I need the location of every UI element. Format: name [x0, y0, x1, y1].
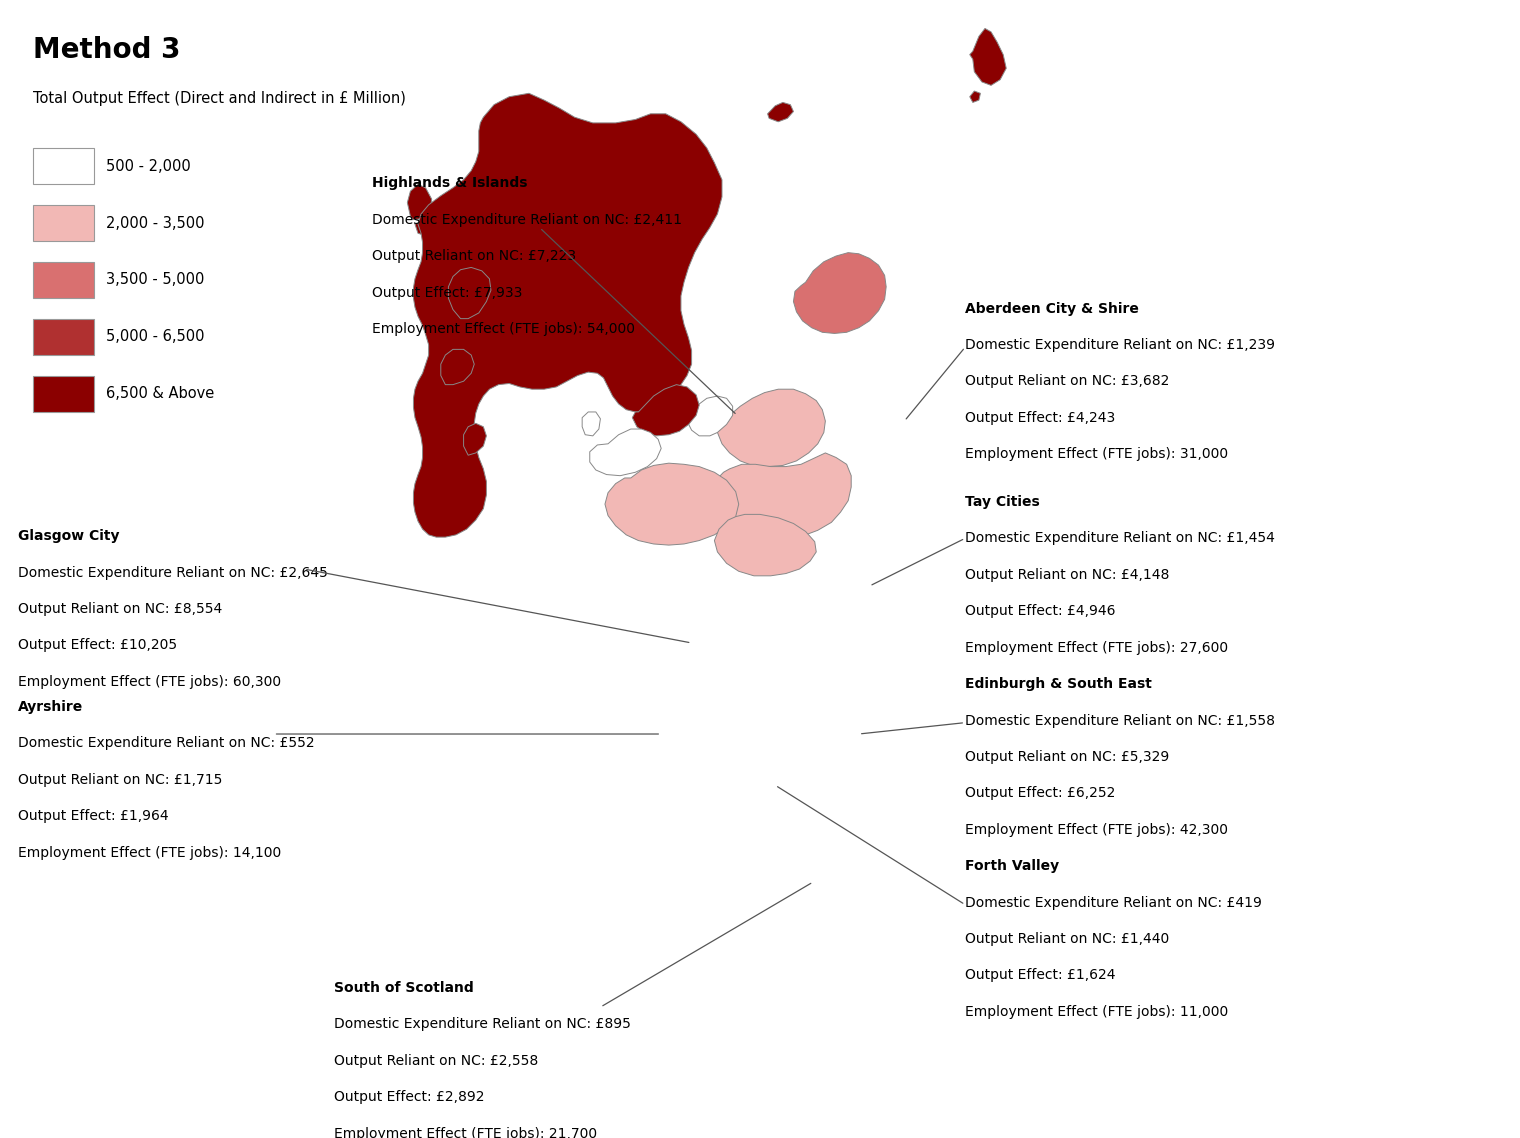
Text: Output Reliant on NC: £8,554: Output Reliant on NC: £8,554 — [18, 602, 222, 616]
Text: 5,000 - 6,500: 5,000 - 6,500 — [106, 329, 205, 345]
Polygon shape — [582, 412, 600, 436]
Text: Employment Effect (FTE jobs): 11,000: Employment Effect (FTE jobs): 11,000 — [965, 1005, 1228, 1019]
Text: Domestic Expenditure Reliant on NC: £2,645: Domestic Expenditure Reliant on NC: £2,6… — [18, 566, 328, 579]
Text: Output Effect: £2,892: Output Effect: £2,892 — [334, 1090, 485, 1104]
Text: Employment Effect (FTE jobs): 14,100: Employment Effect (FTE jobs): 14,100 — [18, 846, 281, 859]
Polygon shape — [970, 91, 980, 102]
Text: Output Reliant on NC: £2,558: Output Reliant on NC: £2,558 — [334, 1054, 538, 1067]
Text: 500 - 2,000: 500 - 2,000 — [106, 158, 192, 174]
Text: Method 3: Method 3 — [33, 36, 181, 65]
Text: Employment Effect (FTE jobs): 21,700: Employment Effect (FTE jobs): 21,700 — [334, 1127, 597, 1138]
Text: Domestic Expenditure Reliant on NC: £2,411: Domestic Expenditure Reliant on NC: £2,4… — [372, 213, 682, 226]
Polygon shape — [970, 28, 1006, 85]
Text: Output Reliant on NC: £3,682: Output Reliant on NC: £3,682 — [965, 374, 1169, 388]
Polygon shape — [448, 267, 491, 319]
Polygon shape — [768, 102, 793, 122]
Text: Domestic Expenditure Reliant on NC: £419: Domestic Expenditure Reliant on NC: £419 — [965, 896, 1262, 909]
FancyBboxPatch shape — [33, 262, 94, 298]
Polygon shape — [605, 463, 739, 545]
Text: Forth Valley: Forth Valley — [965, 859, 1059, 873]
Text: Aberdeen City & Shire: Aberdeen City & Shire — [965, 302, 1138, 315]
Text: Output Effect: £1,964: Output Effect: £1,964 — [18, 809, 169, 823]
FancyBboxPatch shape — [33, 148, 94, 184]
Polygon shape — [717, 389, 825, 467]
Text: 3,500 - 5,000: 3,500 - 5,000 — [106, 272, 205, 288]
Text: Output Reliant on NC: £5,329: Output Reliant on NC: £5,329 — [965, 750, 1169, 764]
Text: Domestic Expenditure Reliant on NC: £552: Domestic Expenditure Reliant on NC: £552 — [18, 736, 315, 750]
Polygon shape — [714, 514, 816, 576]
Text: Output Effect: £6,252: Output Effect: £6,252 — [965, 786, 1116, 800]
Text: Employment Effect (FTE jobs): 31,000: Employment Effect (FTE jobs): 31,000 — [965, 447, 1228, 461]
Polygon shape — [415, 221, 429, 236]
Text: Employment Effect (FTE jobs): 42,300: Employment Effect (FTE jobs): 42,300 — [965, 823, 1228, 836]
Text: Domestic Expenditure Reliant on NC: £1,558: Domestic Expenditure Reliant on NC: £1,5… — [965, 714, 1275, 727]
Text: Ayrshire: Ayrshire — [18, 700, 84, 714]
Text: Output Reliant on NC: £1,440: Output Reliant on NC: £1,440 — [965, 932, 1169, 946]
Text: Output Reliant on NC: £4,148: Output Reliant on NC: £4,148 — [965, 568, 1169, 582]
FancyBboxPatch shape — [33, 376, 94, 412]
FancyBboxPatch shape — [33, 319, 94, 355]
Text: Domestic Expenditure Reliant on NC: £1,239: Domestic Expenditure Reliant on NC: £1,2… — [965, 338, 1275, 352]
Text: Employment Effect (FTE jobs): 54,000: Employment Effect (FTE jobs): 54,000 — [372, 322, 635, 336]
FancyBboxPatch shape — [33, 205, 94, 241]
Polygon shape — [632, 385, 699, 436]
Text: Domestic Expenditure Reliant on NC: £1,454: Domestic Expenditure Reliant on NC: £1,4… — [965, 531, 1275, 545]
Polygon shape — [713, 453, 851, 541]
Polygon shape — [413, 93, 722, 537]
Text: Output Effect: £7,933: Output Effect: £7,933 — [372, 286, 523, 299]
Text: Output Effect: £1,624: Output Effect: £1,624 — [965, 968, 1116, 982]
Text: Output Effect: £4,946: Output Effect: £4,946 — [965, 604, 1116, 618]
Text: Output Effect: £10,205: Output Effect: £10,205 — [18, 638, 178, 652]
Text: Output Effect: £4,243: Output Effect: £4,243 — [965, 411, 1116, 424]
Text: Edinburgh & South East: Edinburgh & South East — [965, 677, 1152, 691]
Polygon shape — [590, 429, 661, 476]
Text: Output Reliant on NC: £1,715: Output Reliant on NC: £1,715 — [18, 773, 222, 786]
Text: 6,500 & Above: 6,500 & Above — [106, 386, 214, 402]
Text: Glasgow City: Glasgow City — [18, 529, 120, 543]
Polygon shape — [793, 253, 886, 333]
Polygon shape — [441, 349, 474, 385]
Text: Employment Effect (FTE jobs): 27,600: Employment Effect (FTE jobs): 27,600 — [965, 641, 1228, 654]
Polygon shape — [407, 184, 432, 220]
Text: Domestic Expenditure Reliant on NC: £895: Domestic Expenditure Reliant on NC: £895 — [334, 1017, 631, 1031]
Text: Total Output Effect (Direct and Indirect in £ Million): Total Output Effect (Direct and Indirect… — [33, 91, 406, 106]
Text: South of Scotland: South of Scotland — [334, 981, 474, 995]
Text: Output Reliant on NC: £7,223: Output Reliant on NC: £7,223 — [372, 249, 576, 263]
Polygon shape — [687, 396, 733, 436]
Polygon shape — [464, 423, 486, 455]
Text: Tay Cities: Tay Cities — [965, 495, 1040, 509]
Text: 2,000 - 3,500: 2,000 - 3,500 — [106, 215, 205, 231]
Text: Employment Effect (FTE jobs): 60,300: Employment Effect (FTE jobs): 60,300 — [18, 675, 281, 688]
Text: Highlands & Islands: Highlands & Islands — [372, 176, 527, 190]
